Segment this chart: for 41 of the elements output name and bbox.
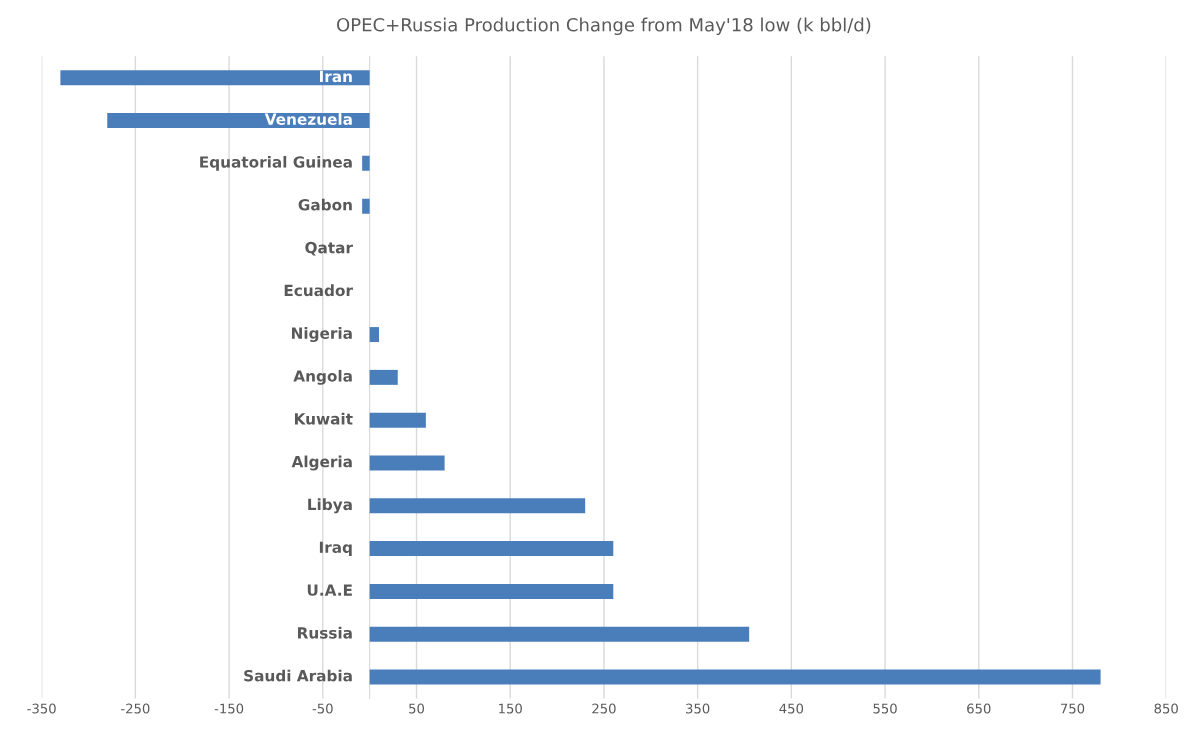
- x-tick-label: -250: [121, 703, 150, 714]
- y-tick-label: Saudi Arabia: [244, 669, 352, 682]
- bar: [369, 626, 750, 642]
- y-tick-label: Algeria: [291, 455, 352, 471]
- bar: [369, 669, 1101, 685]
- bar: [362, 155, 370, 171]
- y-tick-label: Qatar: [305, 241, 353, 256]
- bar: [369, 455, 445, 471]
- bar: [60, 70, 370, 86]
- y-tick-label: Russia: [298, 626, 352, 639]
- bar: [362, 198, 370, 214]
- y-tick-label: U.A.E: [307, 584, 352, 596]
- x-tick-label: 850: [1154, 703, 1178, 714]
- y-tick-label: Equatorial Guinea: [200, 155, 352, 171]
- y-tick-label: Nigeria: [291, 327, 352, 343]
- bar: [369, 327, 380, 343]
- x-tick-label: 350: [686, 703, 710, 714]
- x-tick-label: -50: [312, 703, 333, 714]
- bar: [369, 541, 614, 557]
- x-tick-label: 250: [592, 703, 616, 714]
- y-tick-label: Libya: [308, 498, 352, 514]
- bar: [369, 412, 426, 428]
- chart-title: OPEC+Russia Production Change from May'18 low (k bbl/d): [337, 17, 871, 36]
- x-tick-label: 150: [499, 703, 522, 714]
- x-tick-label: 50: [409, 703, 425, 714]
- y-tick-label: Iraq: [319, 541, 352, 556]
- y-tick-label: Angola: [293, 369, 352, 385]
- x-tick-label: -350: [27, 703, 56, 714]
- x-tick-label: -150: [214, 703, 244, 714]
- y-tick-label: Venezuela: [264, 113, 352, 125]
- x-tick-label: 450: [779, 703, 804, 714]
- x-tick-label: 750: [1060, 703, 1085, 714]
- bar: [369, 583, 614, 599]
- y-tick-label: Kuwait: [294, 412, 353, 425]
- bar: [369, 369, 398, 385]
- x-tick-label: 550: [873, 703, 897, 714]
- x-tick-label: 650: [967, 703, 991, 714]
- y-tick-label: Gabon: [298, 198, 352, 211]
- bar: [369, 498, 586, 514]
- y-tick-label: Ecuador: [284, 284, 353, 297]
- y-tick-label: Iran: [319, 70, 352, 83]
